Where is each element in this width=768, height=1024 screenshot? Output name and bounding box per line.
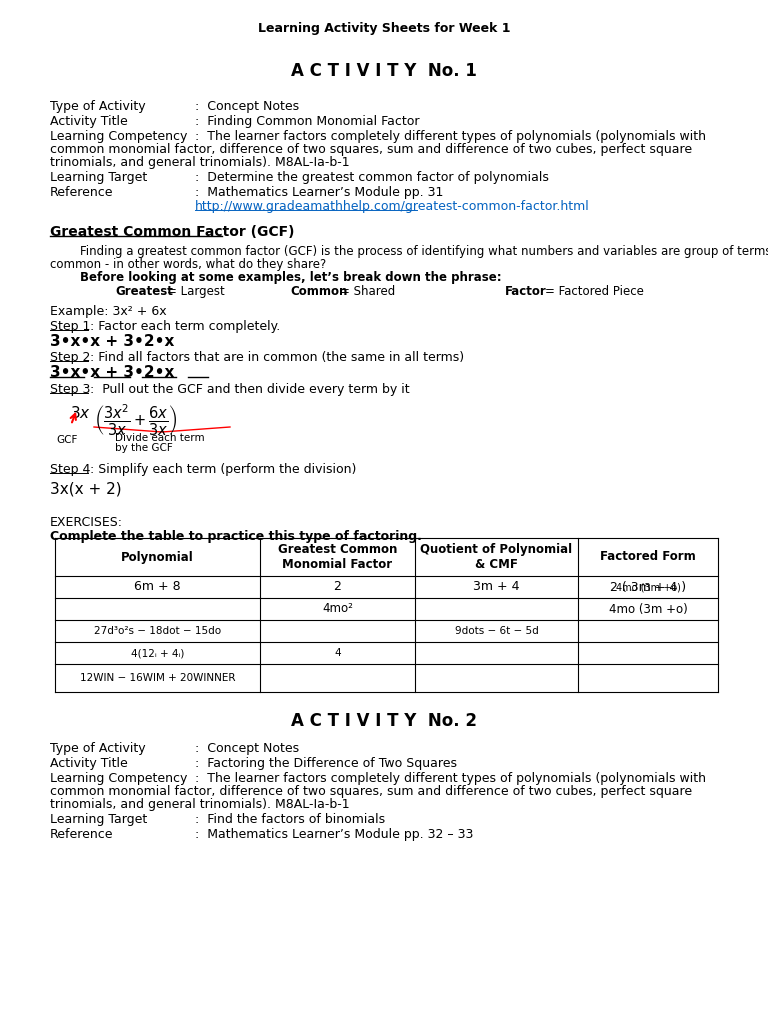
Text: Complete the table to practice this type of factoring.: Complete the table to practice this type… (50, 530, 422, 543)
Text: A C T I V I T Y  No. 2: A C T I V I T Y No. 2 (291, 712, 477, 730)
Text: 3•x•x + 3•2•x: 3•x•x + 3•2•x (50, 334, 174, 349)
Text: Activity Title: Activity Title (50, 757, 127, 770)
Text: 3x(x + 2): 3x(x + 2) (50, 481, 121, 496)
Text: common - in other words, what do they share?: common - in other words, what do they sh… (50, 258, 326, 271)
Text: :  The learner factors completely different types of polynomials (polynomials wi: : The learner factors completely differe… (195, 130, 706, 143)
Text: :  Concept Notes: : Concept Notes (195, 100, 299, 113)
Text: $\left(\dfrac{3x^2}{3x}+\dfrac{6x}{3x}\right)$: $\left(\dfrac{3x^2}{3x}+\dfrac{6x}{3x}\r… (94, 403, 177, 438)
Text: = Shared: = Shared (340, 285, 396, 298)
Text: by the GCF: by the GCF (115, 443, 173, 453)
Text: Type of Activity: Type of Activity (50, 100, 146, 113)
Text: Learning Competency: Learning Competency (50, 130, 187, 143)
Text: Factor: Factor (505, 285, 547, 298)
Text: 6m + 8: 6m + 8 (134, 581, 180, 594)
Text: trinomials, and general trinomials). M8AL-Ia-b-1: trinomials, and general trinomials). M8A… (50, 156, 349, 169)
Text: A C T I V I T Y  No. 1: A C T I V I T Y No. 1 (291, 62, 477, 80)
Text: Before looking at some examples, let’s break down the phrase:: Before looking at some examples, let’s b… (80, 271, 502, 284)
Text: Common: Common (290, 285, 347, 298)
Text: Greatest: Greatest (115, 285, 173, 298)
Text: Learning Target: Learning Target (50, 171, 147, 184)
Text: 3•x•x + 3•2•x: 3•x•x + 3•2•x (50, 365, 174, 380)
Text: Learning Activity Sheets for Week 1: Learning Activity Sheets for Week 1 (258, 22, 510, 35)
Text: 9dots − 6t − 5d: 9dots − 6t − 5d (455, 626, 538, 636)
Text: 4: 4 (334, 648, 341, 658)
Text: http://www.gradeamathhelp.com/greatest-common-factor.html: http://www.gradeamathhelp.com/greatest-c… (195, 200, 590, 213)
Text: Step 4: Step 4 (50, 463, 91, 476)
Text: :  Find the factors of binomials: : Find the factors of binomials (195, 813, 385, 826)
Text: EXERCISES:: EXERCISES: (50, 516, 123, 529)
Text: :  Determine the greatest common factor of polynomials: : Determine the greatest common factor o… (195, 171, 549, 184)
Text: 4mo (3m +o): 4mo (3m +o) (608, 602, 687, 615)
Text: :  Mathematics Learner’s Module pp. 31: : Mathematics Learner’s Module pp. 31 (195, 186, 443, 199)
Text: Reference: Reference (50, 828, 114, 841)
Text: trinomials, and general trinomials). M8AL-Ia-b-1: trinomials, and general trinomials). M8A… (50, 798, 349, 811)
Text: 4(12ᵢ + 4ᵢ): 4(12ᵢ + 4ᵢ) (131, 648, 184, 658)
Text: = Largest: = Largest (167, 285, 225, 298)
Text: : Factor each term completely.: : Factor each term completely. (90, 319, 280, 333)
Text: = Factored Piece: = Factored Piece (545, 285, 644, 298)
Text: : Find all factors that are in common (the same in all terms): : Find all factors that are in common (t… (90, 351, 464, 364)
Text: Finding a greatest common factor (GCF) is the process of identifying what number: Finding a greatest common factor (GCF) i… (50, 245, 768, 258)
Text: 12WIN − 16WIM + 20WINNER: 12WIN − 16WIM + 20WINNER (80, 673, 235, 683)
Text: Divide each term: Divide each term (115, 433, 204, 443)
Text: GCF: GCF (56, 435, 78, 445)
Text: $3x$: $3x$ (70, 406, 91, 421)
Text: Learning Competency: Learning Competency (50, 772, 187, 785)
Text: Greatest Common Factor (GCF): Greatest Common Factor (GCF) (50, 225, 294, 239)
Text: 2 ( 3m + 4 ): 2 ( 3m + 4 ) (610, 581, 686, 594)
Text: Example: 3x² + 6x: Example: 3x² + 6x (50, 305, 167, 318)
Text: common monomial factor, difference of two squares, sum and difference of two cub: common monomial factor, difference of tw… (50, 143, 692, 156)
Text: 2: 2 (333, 581, 342, 594)
Text: Activity Title: Activity Title (50, 115, 127, 128)
Text: Learning Target: Learning Target (50, 813, 147, 826)
Text: :  Factoring the Difference of Two Squares: : Factoring the Difference of Two Square… (195, 757, 457, 770)
Text: common monomial factor, difference of two squares, sum and difference of two cub: common monomial factor, difference of tw… (50, 785, 692, 798)
Text: Greatest Common
Monomial Factor: Greatest Common Monomial Factor (278, 543, 397, 571)
Text: Step 2: Step 2 (50, 351, 91, 364)
Text: 27d³o²s − 18dot − 15do: 27d³o²s − 18dot − 15do (94, 626, 221, 636)
Text: :  Finding Common Monomial Factor: : Finding Common Monomial Factor (195, 115, 419, 128)
Text: :  Concept Notes: : Concept Notes (195, 742, 299, 755)
Text: Type of Activity: Type of Activity (50, 742, 146, 755)
Text: Step 1: Step 1 (50, 319, 91, 333)
Text: :  Pull out the GCF and then divide every term by it: : Pull out the GCF and then divide every… (90, 383, 409, 396)
Text: : Simplify each term (perform the division): : Simplify each term (perform the divisi… (90, 463, 356, 476)
Text: Reference: Reference (50, 186, 114, 199)
Text: Quotient of Polynomial
& CMF: Quotient of Polynomial & CMF (420, 543, 573, 571)
Text: Step 3: Step 3 (50, 383, 91, 396)
Text: Factored Form: Factored Form (600, 551, 696, 563)
Text: :  The learner factors completely different types of polynomials (polynomials wi: : The learner factors completely differe… (195, 772, 706, 785)
Text: :  Mathematics Learner’s Module pp. 32 – 33: : Mathematics Learner’s Module pp. 32 – … (195, 828, 473, 841)
Text: 4mo (3m +o): 4mo (3m +o) (616, 582, 680, 592)
Text: 4mo²: 4mo² (322, 602, 353, 615)
Text: 3m + 4: 3m + 4 (473, 581, 520, 594)
Text: Polynomial: Polynomial (121, 551, 194, 563)
